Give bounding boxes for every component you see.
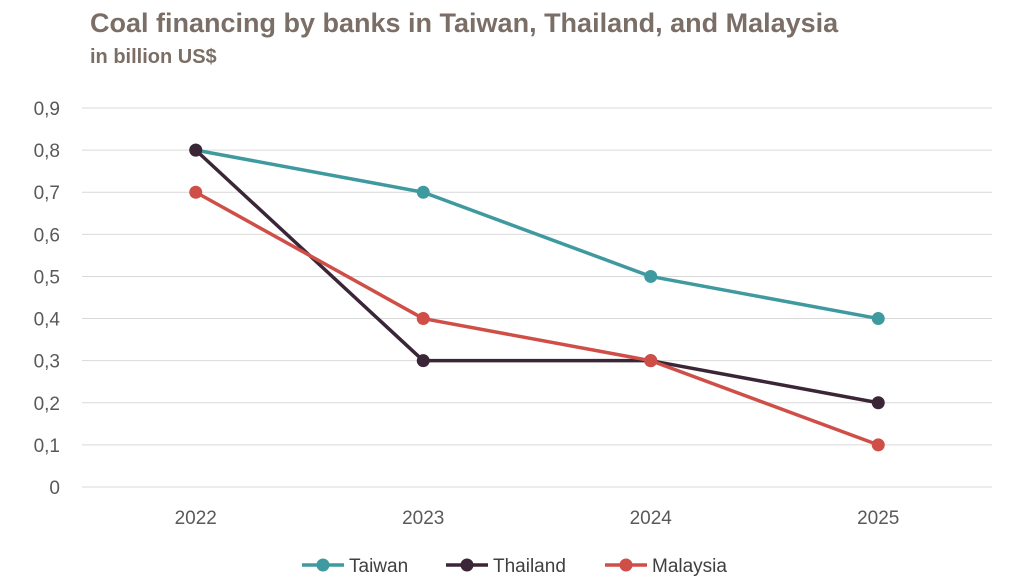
y-axis-ticks: 0 0,1 0,2 0,3 0,4 0,5 0,6 0,7 0,8 0,9 (34, 99, 61, 499)
data-point-malaysia (871, 438, 885, 452)
data-point-thailand (871, 396, 885, 410)
y-tick-label: 0,9 (34, 99, 60, 120)
y-tick-label: 0,1 (34, 436, 60, 457)
data-point-malaysia (189, 185, 203, 199)
legend-marker-taiwan (316, 558, 330, 572)
legend-label-malaysia: Malaysia (652, 556, 727, 576)
series-line-taiwan (195, 148, 879, 321)
data-point-malaysia (644, 354, 658, 368)
series-group (189, 143, 885, 452)
y-tick-label: 0,7 (34, 183, 60, 204)
data-point-malaysia (416, 312, 430, 326)
legend-marker-malaysia (619, 558, 633, 572)
chart-subtitle: in billion US$ (90, 46, 217, 68)
x-tick-label: 2024 (630, 508, 673, 529)
y-tick-label: 0,6 (34, 225, 60, 246)
x-tick-label: 2023 (402, 508, 444, 529)
series-line-malaysia (194, 190, 879, 447)
x-tick-label: 2025 (857, 508, 899, 529)
x-axis-ticks: 2022 2023 2024 2025 (175, 508, 900, 529)
grid-lines (82, 107, 992, 488)
legend: Taiwan Thailand Malaysia (302, 556, 727, 576)
data-point-taiwan (644, 269, 658, 283)
legend-label-taiwan: Taiwan (349, 556, 408, 576)
legend-label-thailand: Thailand (493, 556, 566, 576)
x-tick-label: 2022 (175, 508, 217, 529)
data-point-taiwan (416, 185, 430, 199)
y-tick-label: 0,5 (34, 267, 60, 288)
y-tick-label: 0 (49, 478, 60, 499)
legend-marker-thailand (460, 558, 474, 572)
y-tick-label: 0,8 (34, 141, 60, 162)
chart-title: Coal financing by banks in Taiwan, Thail… (90, 8, 839, 38)
y-tick-label: 0,4 (34, 310, 61, 331)
y-tick-label: 0,2 (34, 394, 60, 415)
data-point-thailand (189, 143, 203, 157)
y-tick-label: 0,3 (34, 352, 60, 373)
data-point-thailand (416, 354, 430, 368)
data-point-taiwan (871, 312, 885, 326)
